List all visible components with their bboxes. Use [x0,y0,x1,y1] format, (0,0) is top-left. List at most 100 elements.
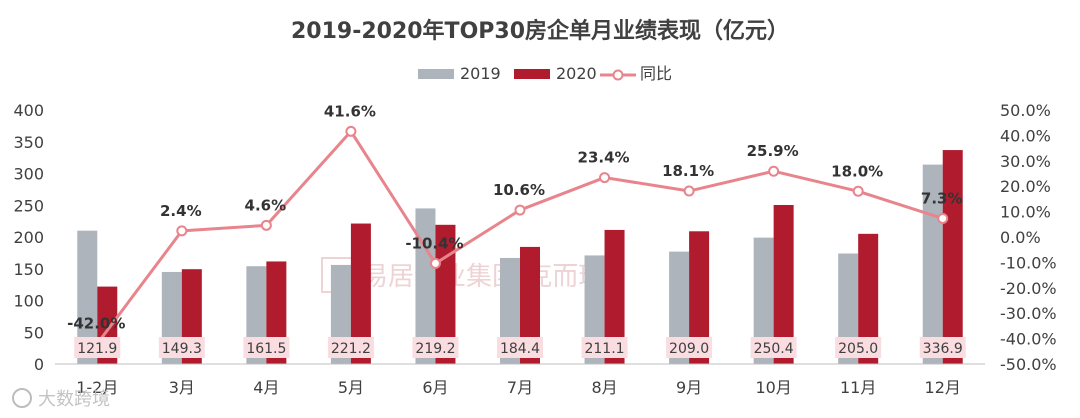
x-tick-label: 9月 [676,378,702,397]
legend-swatch-2019 [418,69,454,79]
value-label-2020: 209.0 [666,337,713,358]
y-right-tick-label: -10.0% [1000,253,1057,272]
yoy-point [683,185,695,197]
value-label-bg [750,337,797,358]
y-left-tick-label: 150 [13,260,44,279]
value-label-2020: 219.2 [412,337,459,358]
value-label-2020: 205.0 [835,337,882,358]
bars [77,150,963,364]
bar-2019 [584,255,605,364]
y-right-tick-label: -50.0% [1000,355,1057,374]
legend-label-2020: 2020 [556,64,597,83]
y-right-tick-label: -40.0% [1000,330,1057,349]
bar-2020 [942,150,963,364]
y-axis-right: -50.0% -40.0% -30.0% -20.0% -10.0% 0.0% 10.0% 2… [1000,101,1057,374]
x-tick-label: 11月 [840,378,876,397]
x-tick-label: 3月 [169,378,195,397]
x-axis: 1-2月 3月 4月 5月 6月 7月 8月 9月 10月 11月 12月 [55,363,985,397]
bar-2019 [77,230,98,364]
value-label-2020: 149.3 [158,337,205,358]
watermark-bottom: 大数跨境 [12,388,110,410]
x-tick-label: 6月 [422,378,448,397]
legend-marker-yoy [612,69,624,81]
bar-2020 [773,204,794,364]
y-axis-left: 0 50 100 150 200 250 300 350 400 [13,101,44,374]
value-label-2020: 221.2 [327,337,374,358]
y-right-tick-label: -20.0% [1000,279,1057,298]
value-label-bg [497,337,543,358]
value-label-text: 184.4 [500,341,540,357]
y-right-tick-label: 50.0% [1000,101,1051,120]
value-label-bg [835,337,882,358]
value-label-2020: 161.5 [243,337,290,358]
yoy-point [429,257,441,269]
yoy-pct-label: 7.3% [921,189,963,207]
yoy-point [514,204,526,216]
bar-2020 [689,231,710,364]
legend-label-yoy: 同比 [640,64,672,83]
x-tick-label: 12月 [925,378,961,397]
yoy-pct-label: 25.9% [747,142,799,160]
x-tick-label: 10月 [755,378,791,397]
bar-2020 [858,233,879,364]
yoy-pct-label: 4.6% [245,196,287,214]
value-label-2020: 184.4 [497,337,543,358]
value-label-text: 209.0 [669,341,709,357]
yoy-pct-label: -42.0% [67,315,125,333]
y-left-tick-label: 200 [13,228,44,247]
value-label-bg [919,337,966,358]
bar-2019 [415,208,436,364]
bar-2019 [838,253,859,364]
watermark-bottom-icon [12,388,32,408]
bar-2020 [350,223,371,364]
yoy-pct-label: 18.0% [831,162,883,180]
y-left-tick-label: 400 [13,101,44,120]
x-tick-label: 4月 [253,378,279,397]
value-label-2020: 336.9 [919,337,966,358]
value-label-bg [327,337,374,358]
y-left-tick-label: 300 [13,165,44,184]
yoy-pct-label: 10.6% [493,181,545,199]
value-label-2020: 211.1 [581,337,628,358]
value-label-text: 250.4 [754,341,794,357]
yoy-point [852,185,864,197]
y-right-tick-label: 40.0% [1000,126,1051,145]
value-label-bg [74,337,121,358]
bar-2019 [753,237,774,364]
y-left-tick-label: 0 [34,355,44,374]
y-left-tick-label: 250 [13,196,44,215]
y-right-tick-label: 10.0% [1000,203,1051,222]
legend-swatch-2020 [514,69,550,79]
value-label-bg [666,337,713,358]
x-tick-label: 7月 [507,378,533,397]
y-right-tick-label: 30.0% [1000,152,1051,171]
yoy-pct-label: 41.6% [324,102,376,120]
yoy-point [937,212,949,224]
value-label-bg [581,337,628,358]
legend-label-2019: 2019 [460,64,501,83]
value-labels: 121.9 149.3 161.5 221.2 219.2 184.4 211.1 209.0… [74,337,966,358]
yoy-point [176,225,188,237]
value-label-text: 149.3 [162,341,202,357]
watermark-bottom-text: 大数跨境 [38,389,110,410]
value-label-text: 121.9 [77,341,117,357]
yoy-point [345,125,357,137]
bar-2020 [604,229,625,364]
yoy-point [599,172,611,184]
chart-title: 2019-2020年TOP30房企单月业绩表现（亿元） [291,18,789,44]
y-right-tick-label: -30.0% [1000,304,1057,323]
value-label-2020: 121.9 [74,337,121,358]
yoy-pct-label: 23.4% [578,149,630,167]
yoy-point [768,165,780,177]
value-label-bg [243,337,290,358]
y-left-tick-label: 50 [24,323,44,342]
yoy-pct-label: 2.4% [160,202,202,220]
y-right-tick-label: 20.0% [1000,177,1051,196]
x-tick-label: 1-2月 [76,378,118,397]
y-right-tick-label: 0.0% [1000,228,1041,247]
value-label-text: 161.5 [246,341,286,357]
pct-labels: -42.0% 2.4% 4.6% 41.6% -10.4% 10.6% 23.4% 18.1%… [67,102,962,332]
x-tick-label: 8月 [591,378,617,397]
value-label-2020: 250.4 [750,337,797,358]
